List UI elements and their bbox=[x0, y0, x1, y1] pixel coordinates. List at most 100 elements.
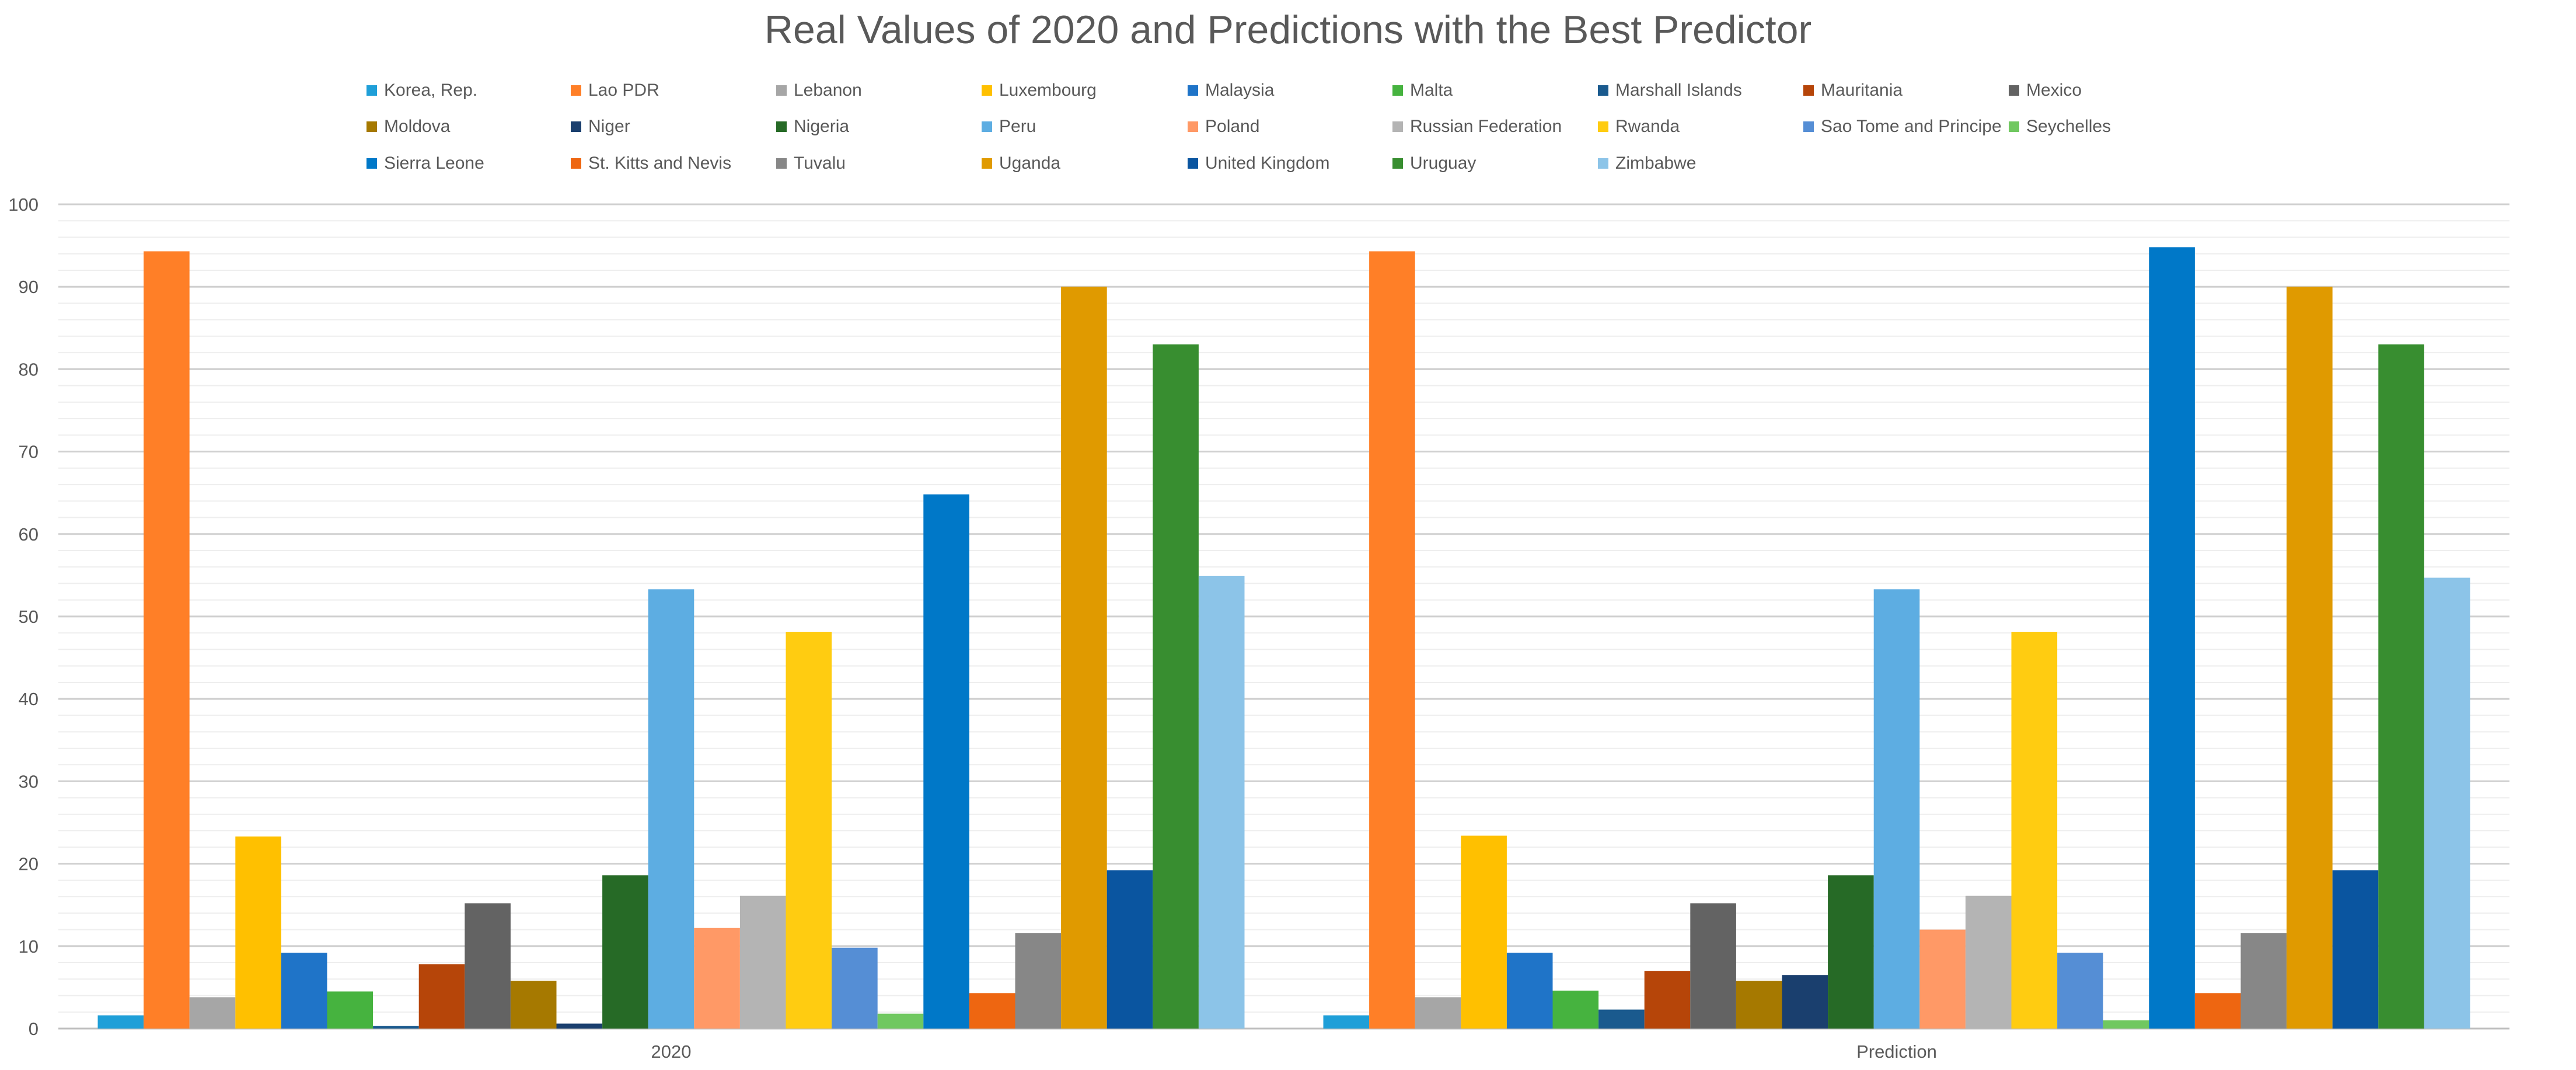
bar-malaysia-prediction bbox=[1506, 953, 1553, 1029]
legend-swatch bbox=[982, 121, 992, 132]
legend-label: Uganda bbox=[999, 154, 1061, 173]
bar-marshall-islands-2020 bbox=[373, 1026, 419, 1029]
legend-swatch bbox=[776, 85, 787, 96]
legend-swatch bbox=[366, 158, 377, 169]
y-tick-label: 0 bbox=[29, 1019, 39, 1039]
bar-sierra-leone-2020 bbox=[923, 494, 969, 1029]
legend-swatch bbox=[2009, 85, 2019, 96]
legend-label: Lao PDR bbox=[588, 81, 659, 100]
bar-lebanon-2020 bbox=[189, 997, 236, 1029]
legend-swatch bbox=[1598, 158, 1608, 169]
bar-tuvalu-2020 bbox=[1015, 933, 1062, 1029]
legend-swatch bbox=[366, 121, 377, 132]
bar-korea-rep-2020 bbox=[97, 1015, 144, 1029]
legend-swatch bbox=[2009, 121, 2019, 132]
legend-label: United Kingdom bbox=[1205, 154, 1330, 173]
legend-label: Zimbabwe bbox=[1615, 154, 1697, 173]
bar-malta-2020 bbox=[327, 991, 374, 1029]
legend-item-moldova: Moldova bbox=[366, 115, 450, 138]
legend-swatch bbox=[366, 85, 377, 96]
bar-tuvalu-prediction bbox=[2240, 933, 2287, 1029]
legend-item-uganda: Uganda bbox=[982, 152, 1060, 175]
legend-label: Malaysia bbox=[1205, 81, 1275, 100]
legend-label: Malta bbox=[1410, 81, 1453, 100]
bar-seychelles-2020 bbox=[877, 1013, 924, 1029]
bar-luxembourg-prediction bbox=[1461, 835, 1507, 1029]
legend-item-nigeria: Nigeria bbox=[776, 115, 849, 138]
bar-poland-2020 bbox=[694, 928, 740, 1029]
bar-russian-federation-2020 bbox=[739, 895, 786, 1029]
legend-swatch bbox=[1392, 85, 1403, 96]
bar-sao-tome-and-principe-prediction bbox=[2057, 953, 2103, 1029]
legend-swatch bbox=[1188, 85, 1198, 96]
bar-russian-federation-prediction bbox=[1965, 895, 2012, 1029]
y-tick-label: 30 bbox=[19, 771, 39, 792]
legend-swatch bbox=[776, 121, 787, 132]
legend-swatch bbox=[571, 85, 581, 96]
bar-uganda-2020 bbox=[1061, 287, 1107, 1029]
x-category-label: Prediction bbox=[1856, 1041, 1937, 1062]
legend-item-korea-rep: Korea, Rep. bbox=[366, 79, 477, 102]
y-tick-label: 100 bbox=[8, 194, 39, 215]
y-tick-label: 70 bbox=[19, 442, 39, 462]
legend-item-luxembourg: Luxembourg bbox=[982, 79, 1097, 102]
bar-st-kitts-and-nevis-prediction bbox=[2194, 993, 2241, 1029]
legend-label: Poland bbox=[1205, 117, 1260, 136]
bar-marshall-islands-prediction bbox=[1598, 1009, 1645, 1029]
legend-item-uruguay: Uruguay bbox=[1392, 152, 1476, 175]
bar-sierra-leone-prediction bbox=[2149, 247, 2195, 1029]
bar-peru-2020 bbox=[648, 589, 694, 1029]
bar-nigeria-prediction bbox=[1828, 875, 1874, 1029]
legend-label: Niger bbox=[588, 117, 630, 136]
legend-label: Marshall Islands bbox=[1615, 81, 1742, 100]
y-tick-label: 20 bbox=[19, 854, 39, 874]
legend-label: Moldova bbox=[384, 117, 451, 136]
bar-zimbabwe-2020 bbox=[1198, 576, 1245, 1029]
legend-swatch bbox=[571, 121, 581, 132]
legend-item-malaysia: Malaysia bbox=[1188, 79, 1274, 102]
legend-label: Uruguay bbox=[1410, 154, 1477, 173]
legend-swatch bbox=[982, 85, 992, 96]
legend-swatch bbox=[1598, 121, 1608, 132]
y-tick-label: 80 bbox=[19, 359, 39, 379]
legend-item-seychelles: Seychelles bbox=[2009, 115, 2111, 138]
bar-mauritania-2020 bbox=[418, 964, 465, 1029]
bar-lebanon-prediction bbox=[1415, 997, 1461, 1029]
bar-malaysia-2020 bbox=[281, 953, 327, 1029]
bar-united-kingdom-2020 bbox=[1107, 870, 1153, 1029]
legend-item-zimbabwe: Zimbabwe bbox=[1598, 152, 1696, 175]
bar-rwanda-prediction bbox=[2011, 632, 2058, 1029]
bar-malta-prediction bbox=[1552, 991, 1599, 1029]
bar-rwanda-2020 bbox=[786, 632, 832, 1029]
legend-label: Sao Tome and Principe bbox=[1821, 117, 2002, 136]
bar-luxembourg-2020 bbox=[235, 837, 281, 1029]
legend-swatch bbox=[1188, 158, 1198, 169]
bar-peru-prediction bbox=[1873, 589, 1920, 1029]
legend-item-st-kitts-and-nevis: St. Kitts and Nevis bbox=[571, 152, 731, 175]
legend-swatch bbox=[776, 158, 787, 169]
legend-label: Seychelles bbox=[2026, 117, 2111, 136]
bar-zimbabwe-prediction bbox=[2424, 577, 2470, 1029]
legend-label: Peru bbox=[999, 117, 1036, 136]
y-tick-label: 60 bbox=[19, 524, 39, 545]
legend-item-poland: Poland bbox=[1188, 115, 1259, 138]
chart-title: Real Values of 2020 and Predictions with… bbox=[764, 8, 1812, 52]
legend-label: Tuvalu bbox=[794, 154, 846, 173]
legend-label: Mexico bbox=[2026, 81, 2082, 100]
bar-mexico-prediction bbox=[1690, 903, 1736, 1029]
bar-moldova-prediction bbox=[1736, 981, 1782, 1029]
y-tick-label: 50 bbox=[19, 607, 39, 627]
bar-korea-rep-prediction bbox=[1323, 1015, 1370, 1029]
legend-swatch bbox=[982, 158, 992, 169]
legend-item-peru: Peru bbox=[982, 115, 1036, 138]
bar-st-kitts-and-nevis-2020 bbox=[969, 993, 1015, 1029]
legend-item-niger: Niger bbox=[571, 115, 630, 138]
bar-lao-pdr-2020 bbox=[144, 251, 190, 1029]
legend-label: Rwanda bbox=[1615, 117, 1680, 136]
legend-label: Sierra Leone bbox=[384, 154, 484, 173]
legend-item-malta: Malta bbox=[1392, 79, 1453, 102]
legend-label: Korea, Rep. bbox=[384, 81, 478, 100]
legend-swatch bbox=[1803, 121, 1814, 132]
legend-label: Lebanon bbox=[794, 81, 862, 100]
